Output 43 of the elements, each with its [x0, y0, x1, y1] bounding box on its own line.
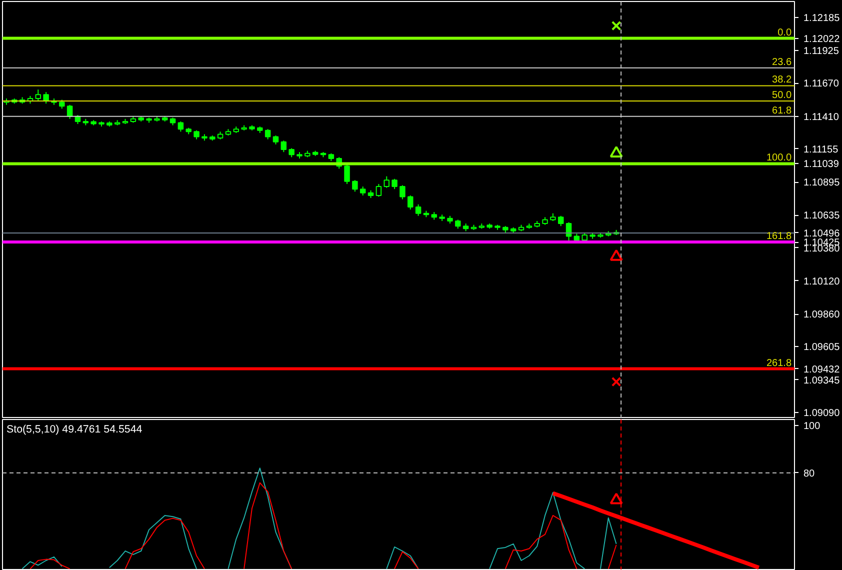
- candlestick: [178, 120, 184, 132]
- y-tick-label: 1.09432: [804, 364, 840, 376]
- candlestick: [35, 89, 42, 102]
- y-tick-label: 80: [804, 468, 816, 480]
- candlestick: [280, 140, 287, 153]
- annotation: 61.8: [772, 105, 792, 116]
- annotation: Sto(5,5,10) 49.4761 54.5544: [6, 424, 142, 436]
- y-tick-label: 1.09860: [804, 310, 840, 321]
- annotation: 0.0: [778, 27, 792, 38]
- annotation: 38.2: [772, 74, 792, 86]
- candlestick: [344, 164, 350, 184]
- candlestick: [66, 104, 73, 120]
- y-tick-label: 1.11925: [804, 46, 840, 58]
- candlestick: [376, 183, 382, 198]
- annotation: 50.0: [772, 90, 792, 102]
- y-tick-label: 1.10120: [804, 276, 840, 288]
- y-tick-label: 1.11670: [804, 78, 840, 90]
- candlestick: [43, 92, 49, 104]
- candlestick: [384, 176, 390, 188]
- candlestick: [400, 184, 406, 200]
- annotation: 23.6: [772, 56, 792, 68]
- annotation: 161.8: [766, 231, 792, 242]
- candlestick: [408, 194, 414, 210]
- y-tick-label: 1.11410: [804, 112, 840, 123]
- y-tick-label: 1.09090: [804, 408, 840, 419]
- candlestick: [566, 222, 572, 244]
- candlestick: [392, 178, 398, 190]
- annotation: 261.8: [766, 358, 792, 369]
- y-tick-label: 1.10895: [804, 178, 840, 189]
- candlestick: [558, 215, 564, 227]
- y-tick-label: 1.09605: [804, 342, 840, 354]
- y-tick-label: 1.12185: [804, 12, 840, 24]
- y-tick-label: 1.11039: [804, 159, 840, 170]
- annotation: 100.0: [766, 152, 792, 164]
- y-tick-label: 1.10496: [804, 228, 840, 240]
- candlestick: [415, 204, 422, 216]
- y-tick-label: 1.10635: [804, 210, 840, 222]
- candlestick: [264, 128, 271, 140]
- y-tick-label: 1.09345: [804, 375, 840, 386]
- y-tick-label: 100: [804, 420, 821, 432]
- candlestick: [352, 180, 358, 192]
- y-tick-label: 1.12022: [804, 34, 840, 45]
- y-tick-label: 1.11155: [804, 144, 839, 156]
